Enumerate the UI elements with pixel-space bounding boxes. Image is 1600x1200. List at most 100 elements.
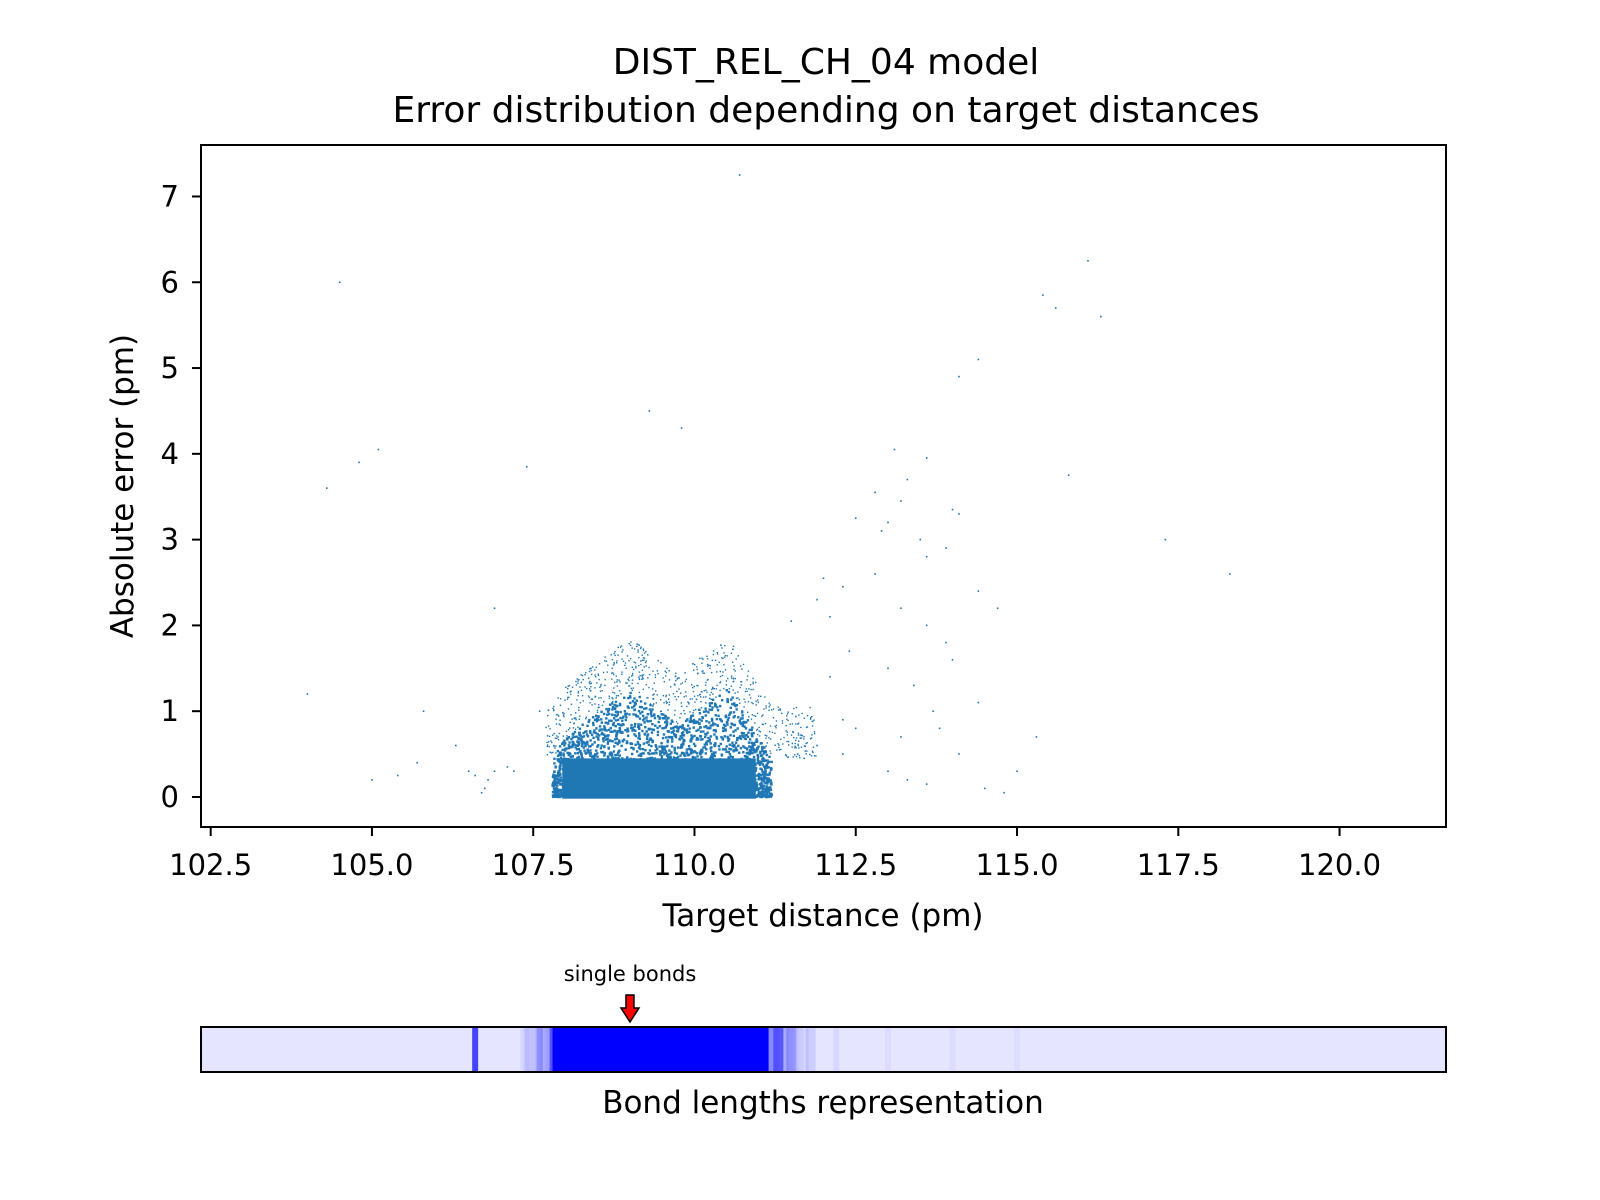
scatter-point <box>578 718 581 720</box>
scatter-point <box>750 718 753 720</box>
scatter-point <box>513 770 515 773</box>
scatter-point <box>720 735 723 739</box>
scatter-point <box>664 749 667 753</box>
scatter-point <box>556 749 560 753</box>
scatter-point <box>752 688 754 691</box>
scatter-point <box>691 755 695 759</box>
scatter-point <box>571 754 574 758</box>
scatter-point <box>598 725 602 728</box>
scatter-point <box>560 742 564 746</box>
bond-band-main <box>552 1027 769 1072</box>
scatter-point <box>774 732 776 735</box>
scatter-point <box>686 705 688 708</box>
scatter-point <box>627 706 630 710</box>
scatter-point <box>558 767 562 771</box>
scatter-point <box>570 737 573 741</box>
scatter-point <box>758 760 761 763</box>
scatter-point <box>618 741 621 744</box>
scatter-point <box>768 709 770 711</box>
scatter-point <box>695 698 698 701</box>
scatter-point <box>558 760 561 763</box>
scatter-point <box>644 748 647 752</box>
scatter-point <box>564 742 567 745</box>
scatter-point <box>600 685 602 687</box>
scatter-point <box>811 715 813 718</box>
scatter-point <box>759 750 762 754</box>
scatter-point <box>610 653 612 656</box>
scatter-point <box>708 740 711 743</box>
scatter-point <box>621 673 623 676</box>
scatter-point <box>694 708 697 711</box>
scatter-point <box>618 703 622 707</box>
scatter-point <box>595 735 598 738</box>
scatter-point <box>571 745 574 748</box>
scatter-point <box>689 752 693 755</box>
scatter-point <box>592 754 595 758</box>
scatter-point <box>630 641 632 643</box>
scatter-point <box>613 652 615 655</box>
scatter-point <box>653 703 655 705</box>
scatter-point <box>787 744 790 746</box>
scatter-point <box>739 686 741 689</box>
scatter-point <box>628 676 630 678</box>
scatter-point <box>689 698 692 700</box>
scatter-point <box>597 673 599 675</box>
scatter-point <box>638 734 641 737</box>
scatter-point <box>506 766 509 768</box>
scatter-point <box>747 731 750 734</box>
scatter-point <box>637 651 639 653</box>
scatter-point <box>631 672 634 675</box>
scatter-point <box>786 715 788 717</box>
scatter-point <box>622 649 624 651</box>
scatter-point <box>662 733 666 736</box>
scatter-point <box>597 674 600 677</box>
scatter-point <box>665 718 668 722</box>
scatter-point <box>647 697 649 699</box>
scatter-point <box>573 743 576 746</box>
scatter-point <box>588 696 591 699</box>
scatter-point <box>594 674 596 676</box>
scatter-point <box>614 741 617 744</box>
scatter-point <box>557 781 560 784</box>
scatter-point <box>558 715 560 717</box>
scatter-point <box>723 652 725 654</box>
scatter-point <box>624 729 627 732</box>
scatter-point <box>816 744 818 747</box>
scatter-point <box>776 749 778 751</box>
scatter-point <box>577 680 579 682</box>
scatter-point <box>594 687 596 689</box>
scatter-point <box>563 744 566 747</box>
scatter-point <box>567 708 570 710</box>
scatter-point <box>746 679 748 681</box>
bond-band-fade <box>550 1027 556 1072</box>
scatter-point <box>623 710 627 713</box>
scatter-point <box>733 744 736 747</box>
scatter-point <box>932 710 934 712</box>
scatter-point <box>645 707 648 710</box>
scatter-point <box>591 743 594 746</box>
plot-area <box>201 145 1446 827</box>
scatter-point <box>769 725 772 727</box>
scatter-point <box>743 721 746 724</box>
scatter-point <box>719 718 723 722</box>
scatter-point <box>732 677 735 680</box>
scatter-point <box>757 733 759 736</box>
scatter-point <box>725 750 728 754</box>
scatter-point <box>665 695 667 698</box>
scatter-point <box>663 748 666 751</box>
scatter-point <box>760 776 763 780</box>
scatter-point <box>744 690 747 693</box>
scatter-point <box>765 705 767 707</box>
scatter-point <box>615 733 618 737</box>
scatter-point <box>455 744 457 747</box>
scatter-point <box>667 753 670 757</box>
scatter-point <box>558 723 560 725</box>
scatter-point <box>753 714 755 717</box>
scatter-point <box>691 757 695 760</box>
scatter-point <box>643 702 647 705</box>
scatter-point <box>555 723 558 725</box>
scatter-point <box>706 658 709 660</box>
scatter-point <box>764 734 766 736</box>
scatter-point <box>697 685 699 687</box>
scatter-point <box>648 749 652 752</box>
